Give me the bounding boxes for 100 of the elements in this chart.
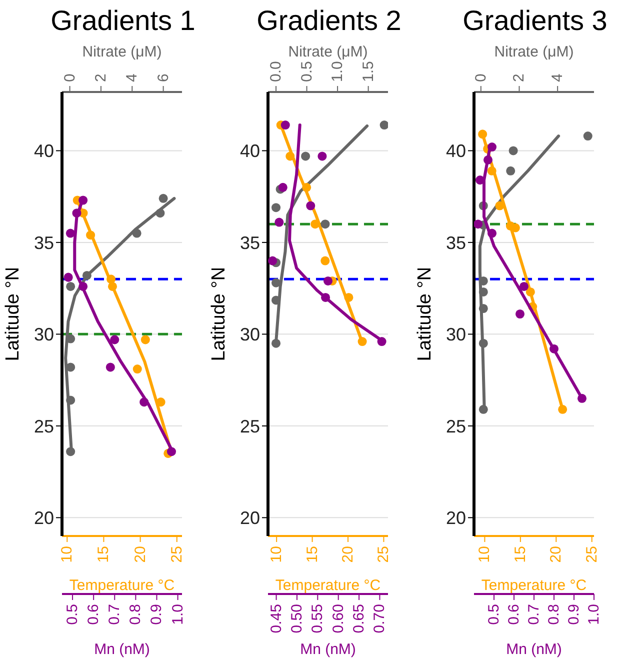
point <box>302 182 312 192</box>
x2-tick-label: 2 <box>92 74 110 82</box>
point <box>132 364 142 374</box>
x2-tick-label: 0.5 <box>298 61 316 82</box>
x-tick-label: 25 <box>375 546 392 563</box>
point <box>323 276 333 286</box>
point <box>72 208 82 218</box>
point <box>78 282 88 291</box>
x2-tick-label: 6 <box>154 74 172 82</box>
x-tick-label: 10 <box>268 546 286 563</box>
point <box>577 394 587 403</box>
y-tick-label: 30 <box>240 324 260 345</box>
point <box>286 152 295 161</box>
y-tick-label: 25 <box>34 416 54 436</box>
x-axis-title: Temperature °C <box>69 577 175 594</box>
point <box>268 256 278 266</box>
y-tick-label: 35 <box>240 232 260 253</box>
point <box>358 337 367 346</box>
point <box>106 274 116 284</box>
point <box>156 398 166 407</box>
x-tick-label: 0.8 <box>546 604 562 625</box>
point <box>487 228 497 238</box>
y-tick-label: 20 <box>240 508 260 528</box>
x-tick-label: 0.50 <box>288 604 306 634</box>
point <box>526 287 535 296</box>
point <box>487 166 496 176</box>
y-tick-label: 20 <box>446 508 466 528</box>
x-tick-label: 15 <box>512 546 529 563</box>
point <box>278 182 288 192</box>
x2-tick-label: 0.0 <box>268 61 284 82</box>
x-axis-title: Mn (nM) <box>94 641 150 658</box>
y-axis-title: Latitude °N <box>208 266 230 362</box>
point <box>483 155 493 164</box>
point <box>64 272 73 282</box>
y-tick-label: 20 <box>34 508 54 528</box>
x-tick-label: 0.9 <box>566 604 582 625</box>
y-axis-title: Latitude °N <box>2 266 24 362</box>
x-tick-label: 0.7 <box>106 604 124 625</box>
x2-axis-title: Nitrate (μM) <box>82 44 162 61</box>
x2-tick-label: 0 <box>61 74 78 82</box>
y-tick-label: 35 <box>34 232 54 253</box>
point <box>66 228 75 238</box>
x-tick-label: 0.45 <box>268 604 285 634</box>
x-tick-label: 15 <box>95 546 112 563</box>
x-axis-title: Mn (nM) <box>506 641 562 658</box>
x-tick-label: 1.0 <box>586 604 602 625</box>
point <box>280 120 290 130</box>
y-tick-label: 35 <box>446 232 466 253</box>
x2-axis-title: Nitrate (μM) <box>288 44 368 61</box>
x-tick-label: 0.8 <box>127 604 144 625</box>
point <box>475 176 485 185</box>
point <box>106 362 115 372</box>
x-tick-label: 0.5 <box>486 604 502 625</box>
x-tick-label: 15 <box>304 546 321 563</box>
y-tick-label: 25 <box>240 416 260 436</box>
y-axis-title: Latitude °N <box>414 266 436 362</box>
point <box>377 337 386 346</box>
y-tick-label: 30 <box>446 324 466 345</box>
y-tick-label: 25 <box>446 416 466 436</box>
point <box>274 218 284 227</box>
x-axis-title: Temperature °C <box>275 577 381 594</box>
x-tick-label: 1.0 <box>169 604 186 625</box>
chart-title: Gradients 1 <box>50 4 196 38</box>
x-tick-label: 0.6 <box>506 604 522 625</box>
point <box>344 292 354 302</box>
x2-tick-label: 4 <box>549 74 566 82</box>
point <box>110 335 120 344</box>
y-tick-label: 40 <box>34 141 54 162</box>
x-tick-label: 20 <box>132 546 149 563</box>
x2-tick-label: 4 <box>124 74 141 82</box>
point <box>495 201 504 210</box>
x-tick-label: 25 <box>583 546 600 563</box>
point <box>478 130 488 139</box>
point <box>321 292 330 302</box>
point <box>558 404 568 414</box>
x-tick-label: 0.70 <box>371 604 388 634</box>
point <box>320 256 330 266</box>
x-tick-label: 25 <box>168 546 186 563</box>
point <box>487 142 497 152</box>
point <box>86 230 96 240</box>
point <box>140 335 150 344</box>
chart-title: Gradients 2 <box>256 4 402 38</box>
point <box>519 282 529 291</box>
x-tick-label: 10 <box>476 546 494 563</box>
y-tick-label: 40 <box>240 141 260 162</box>
point <box>140 398 149 407</box>
x2-axis-title: Nitrate (μM) <box>494 44 574 61</box>
point <box>318 152 327 161</box>
x-tick-label: 0.9 <box>148 604 166 625</box>
point <box>306 201 316 210</box>
point <box>78 196 88 205</box>
y-tick-label: 40 <box>446 141 466 162</box>
x-tick-label: 0.55 <box>309 604 326 634</box>
x-tick-label: 0.65 <box>350 604 368 634</box>
y-tick-label: 30 <box>34 324 54 345</box>
x-tick-label: 0.60 <box>330 604 347 634</box>
chart-title: Gradients 3 <box>462 4 608 38</box>
point <box>515 309 525 319</box>
point <box>310 220 320 229</box>
x-tick-label: 0.5 <box>64 604 82 625</box>
